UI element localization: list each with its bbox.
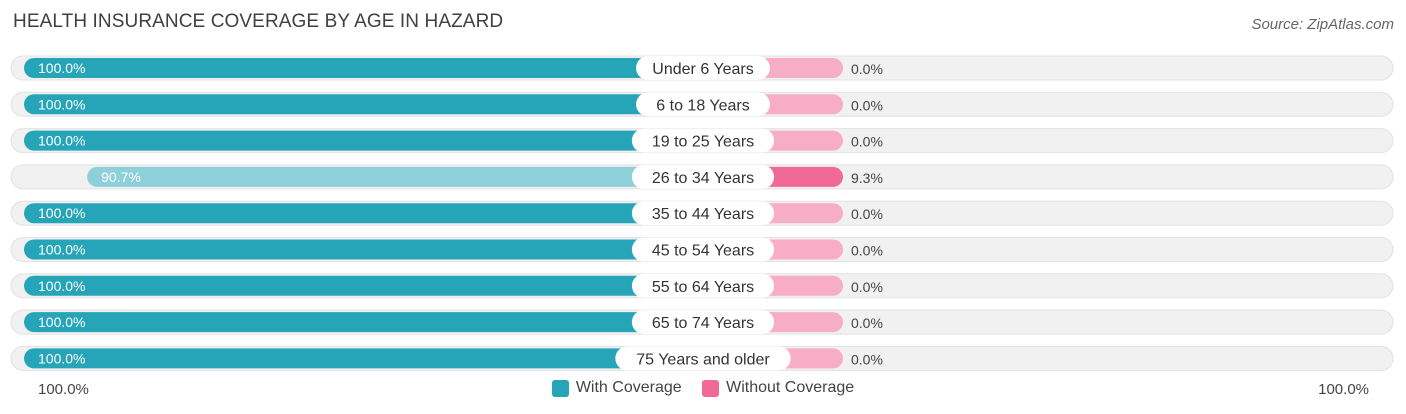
legend: With Coverage Without Coverage <box>0 379 1406 402</box>
legend-item-without-coverage: Without Coverage <box>702 379 854 397</box>
value-label-without-coverage: 0.0% <box>851 206 883 222</box>
legend-swatch-with-coverage <box>551 379 569 397</box>
value-label-with-coverage: 100.0% <box>38 350 85 366</box>
legend-item-with-coverage: With Coverage <box>551 379 682 397</box>
value-label-without-coverage: 0.0% <box>851 134 883 150</box>
value-label-without-coverage: 0.0% <box>851 61 883 77</box>
bar-with-coverage <box>24 130 703 151</box>
value-label-without-coverage: 9.3% <box>851 170 883 186</box>
category-pill <box>636 92 770 117</box>
category-label: Under 6 Years <box>652 61 753 78</box>
category-pill <box>631 273 775 298</box>
legend-swatch-without-coverage <box>702 379 720 397</box>
value-label-with-coverage: 100.0% <box>38 60 85 76</box>
legend-label-without-coverage: Without Coverage <box>726 379 855 396</box>
bar-with-coverage <box>24 58 703 78</box>
category-pill <box>631 237 775 262</box>
value-label-without-coverage: 0.0% <box>851 97 883 113</box>
value-label-with-coverage: 100.0% <box>38 96 85 112</box>
category-pill <box>631 201 775 226</box>
bar-with-coverage <box>24 312 703 333</box>
category-pill <box>631 164 775 189</box>
bar-with-coverage <box>24 94 703 115</box>
category-label: 65 to 74 Years <box>652 315 754 332</box>
source-label: Source: ZipAtlas.com <box>1251 16 1394 33</box>
category-pill <box>615 346 791 371</box>
value-label-with-coverage: 100.0% <box>38 205 85 221</box>
category-pill <box>636 56 770 80</box>
category-label: 75 Years and older <box>636 351 770 368</box>
category-pill <box>631 310 775 335</box>
value-label-with-coverage: 90.7% <box>101 169 141 185</box>
value-label-with-coverage: 100.0% <box>38 133 85 149</box>
bar-with-coverage <box>24 203 703 224</box>
axis-right-label: 100.0% <box>1318 381 1369 398</box>
value-label-with-coverage: 100.0% <box>38 314 85 330</box>
bar-with-coverage <box>24 275 703 296</box>
value-label-without-coverage: 0.0% <box>851 351 883 367</box>
value-label-with-coverage: 100.0% <box>38 242 85 258</box>
bar-with-coverage <box>87 166 704 187</box>
value-label-without-coverage: 0.0% <box>851 243 883 259</box>
axis-left-label: 100.0% <box>38 381 89 398</box>
chart-title: HEALTH INSURANCE COVERAGE BY AGE IN HAZA… <box>13 11 504 32</box>
category-label: 35 to 44 Years <box>652 206 754 223</box>
value-label-without-coverage: 0.0% <box>851 315 883 331</box>
category-label: 26 to 34 Years <box>652 170 754 187</box>
value-label-with-coverage: 100.0% <box>38 278 85 294</box>
legend-label-with-coverage: With Coverage <box>575 379 682 396</box>
category-label: 45 to 54 Years <box>652 243 754 260</box>
category-label: 19 to 25 Years <box>652 134 754 151</box>
bar-with-coverage <box>24 239 703 260</box>
category-pill <box>631 128 775 153</box>
category-label: 6 to 18 Years <box>656 97 749 114</box>
value-label-without-coverage: 0.0% <box>851 279 883 295</box>
category-label: 55 to 64 Years <box>652 279 754 296</box>
bar-with-coverage <box>24 348 703 369</box>
